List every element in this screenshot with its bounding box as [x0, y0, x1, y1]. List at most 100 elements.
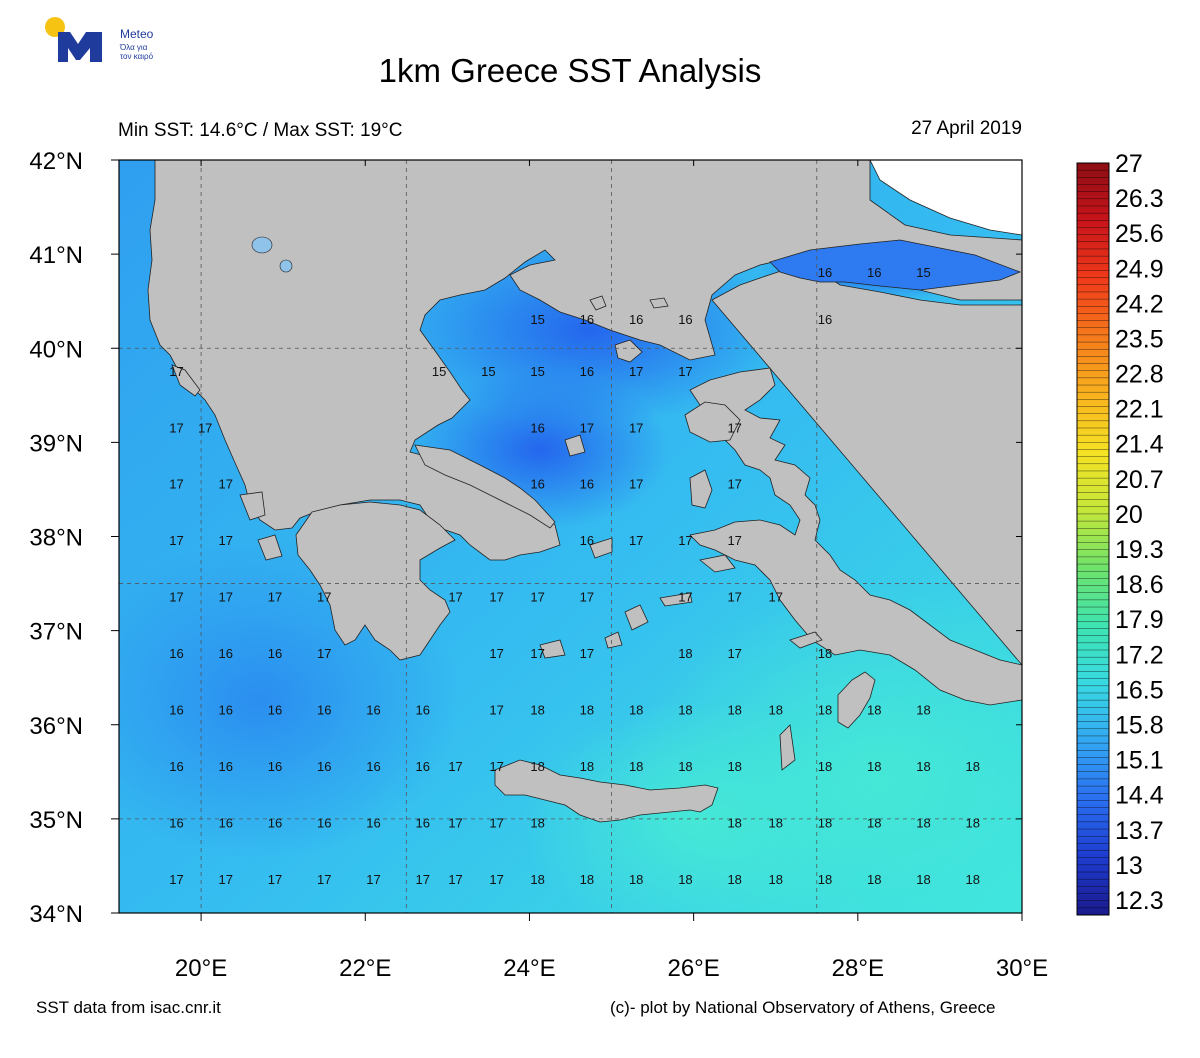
sst-value-label: 18	[966, 759, 980, 774]
sst-value-label: 18	[818, 703, 832, 718]
corfu-land	[171, 364, 201, 397]
sst-value-label: 15	[530, 312, 544, 327]
colorbar-label: 18.6	[1115, 571, 1164, 599]
sst-value-label: 16	[867, 265, 881, 280]
marmara-sea	[769, 239, 1022, 291]
sst-value-label: 17	[678, 364, 692, 379]
colorbar-label: 20.7	[1115, 466, 1164, 494]
sst-value-label: 17	[169, 533, 183, 548]
cyclades-andros	[589, 537, 613, 559]
lat-tick-label: 37°N	[29, 619, 83, 646]
sst-value-label: 17	[727, 477, 741, 492]
sst-value-label: 16	[580, 312, 594, 327]
sst-value-label: 17	[169, 364, 183, 379]
sst-value-label: 17	[530, 590, 544, 605]
sst-value-label: 17	[727, 533, 741, 548]
sst-value-label: 16	[218, 646, 232, 661]
sst-value-label: 17	[489, 759, 503, 774]
sst-value-label: 16	[366, 703, 380, 718]
colorbar-label: 12.3	[1115, 887, 1164, 915]
sst-value-label: 15	[530, 364, 544, 379]
colorbar-label: 17.2	[1115, 641, 1164, 669]
zakynthos-land	[257, 534, 283, 561]
sst-value-label: 16	[268, 703, 282, 718]
colorbar-label: 23.5	[1115, 325, 1164, 353]
lat-tick-label: 42°N	[29, 148, 83, 175]
sst-value-label: 16	[580, 477, 594, 492]
lat-tick-label: 40°N	[29, 336, 83, 363]
landmass	[147, 160, 1022, 823]
lon-tick-label: 20°E	[175, 955, 227, 982]
colorbar-label: 19.3	[1115, 536, 1164, 564]
data-source-text: SST data from isac.cnr.it	[36, 998, 221, 1017]
lon-tick-label: 30°E	[996, 955, 1048, 982]
crete-land	[494, 759, 719, 823]
sst-value-label: 18	[727, 872, 741, 887]
sst-value-label: 17	[448, 872, 462, 887]
lake-ohrid	[251, 236, 273, 254]
colorbar-labels: 27 26.3 25.6 24.9 24.2 23.5 22.8 22.1 21.4 20.7 20…	[1115, 150, 1164, 915]
lat-tick-label: 39°N	[29, 430, 83, 457]
black-sea	[869, 160, 1022, 236]
skyros-land	[564, 434, 586, 457]
sst-value-label: 17	[218, 872, 232, 887]
sst-value-label: 18	[530, 703, 544, 718]
sst-value-label: 15	[432, 364, 446, 379]
sst-value-label: 18	[530, 872, 544, 887]
sst-value-label: 17	[629, 420, 643, 435]
lon-tick-label: 24°E	[503, 955, 555, 982]
balkans-land	[147, 160, 1022, 561]
colorbar-label: 26.3	[1115, 185, 1164, 213]
milos-land	[539, 639, 566, 659]
chios-land	[689, 469, 713, 509]
sst-value-label: 18	[768, 816, 782, 831]
karpathos-land	[779, 724, 796, 771]
colorbar-label: 16.5	[1115, 676, 1164, 704]
sst-value-label: 16	[169, 646, 183, 661]
sst-value-label: 18	[768, 703, 782, 718]
colorbar-ticks	[1077, 169, 1109, 909]
sst-value-label: 17	[629, 533, 643, 548]
meteo-logo[interactable]: Meteo Όλα για τον καιρό	[40, 14, 180, 64]
sst-value-label: 18	[966, 872, 980, 887]
sst-value-label: 17	[629, 364, 643, 379]
lat-tick-label: 36°N	[29, 713, 83, 740]
sst-value-label: 15	[916, 265, 930, 280]
sst-value-label: 18	[818, 872, 832, 887]
sst-value-label: 18	[916, 703, 930, 718]
sst-value-label: 18	[678, 703, 692, 718]
sst-value-label: 16	[580, 364, 594, 379]
logo-tagline-line2: τον καιρό	[120, 52, 154, 61]
sst-value-label: 16	[818, 265, 832, 280]
sst-value-label: 16	[818, 312, 832, 327]
sst-value-label: 18	[818, 759, 832, 774]
logo-tagline: Όλα για τον καιρό	[120, 43, 180, 61]
sst-value-label: 17	[198, 420, 212, 435]
sst-value-label: 16	[416, 759, 430, 774]
sst-value-label: 17	[268, 872, 282, 887]
sst-value-label: 17	[169, 420, 183, 435]
colorbar-label: 15.1	[1115, 747, 1164, 775]
colorbar-bar	[1076, 162, 1110, 916]
date-text: 27 April 2019	[911, 118, 1022, 139]
sst-value-label: 16	[317, 816, 331, 831]
sst-value-label: 16	[416, 703, 430, 718]
sst-value-label: 16	[218, 816, 232, 831]
kos-land	[789, 631, 823, 649]
sst-value-label: 16	[317, 703, 331, 718]
sst-value-label: 17	[169, 590, 183, 605]
sst-value-label: 16	[268, 759, 282, 774]
rhodes-land	[837, 671, 876, 729]
logo-tagline-line1: Όλα για	[120, 43, 148, 52]
sst-value-label: 18	[916, 872, 930, 887]
samos-land	[699, 554, 736, 573]
colorbar: 27 26.3 25.6 24.9 24.2 23.5 22.8 22.1 21.4 20.7 20…	[1076, 150, 1164, 916]
sst-value-label: 17	[317, 872, 331, 887]
sst-value-label: 18	[727, 816, 741, 831]
logo-brand: Meteo	[120, 27, 154, 41]
sst-map[interactable]: 16 16 15 16 15 16 16 16 17 15 15 15 16 17 17 17 17 16 17 17…	[0, 0, 1200, 1000]
colorbar-label: 24.2	[1115, 290, 1164, 318]
lat-tick-label: 38°N	[29, 525, 83, 552]
sst-value-label: 17	[629, 477, 643, 492]
sst-value-label: 16	[530, 420, 544, 435]
